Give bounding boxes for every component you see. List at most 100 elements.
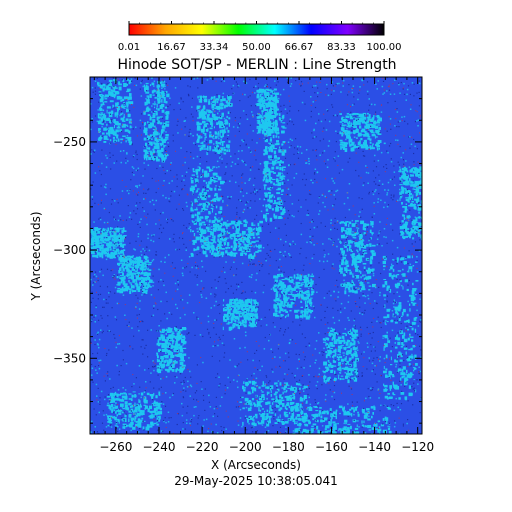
heatmap-cell: [271, 160, 275, 164]
heatmap-cell: [140, 266, 144, 271]
heatmap-cell: [217, 243, 222, 246]
heatmap-cell: [396, 259, 399, 263]
heatmap-cell: [113, 237, 115, 240]
heatmap-cell: [156, 395, 158, 399]
heatmap-cell: [383, 365, 385, 370]
heatmap-cell: [310, 281, 314, 285]
heatmap-cell: [268, 162, 273, 164]
heatmap-cell: [213, 179, 216, 182]
heatmap-cell: [182, 335, 186, 339]
heatmap-cell: [221, 342, 224, 344]
heatmap-cell: [106, 84, 109, 88]
heatmap-cell: [149, 94, 152, 98]
heatmap-cell: [371, 244, 376, 247]
heatmap-cell: [294, 309, 298, 313]
heatmap-cell: [203, 241, 206, 245]
heatmap-cell: [190, 177, 192, 180]
heatmap-cell: [304, 291, 308, 293]
heatmap-cell: [101, 124, 104, 126]
heatmap-cell: [405, 99, 407, 101]
heatmap-cell: [202, 106, 206, 110]
heatmap-cell: [103, 135, 108, 140]
heatmap-cell: [157, 149, 161, 153]
heatmap-cell: [227, 104, 231, 107]
heatmap-cell: [182, 347, 187, 349]
heatmap-cell: [349, 329, 351, 332]
heatmap-cell: [307, 429, 310, 433]
heatmap-cell: [414, 167, 417, 172]
heatmap-cell: [277, 399, 282, 403]
heatmap-cell: [226, 220, 229, 222]
heatmap-cell: [167, 329, 172, 332]
heatmap-cell: [143, 137, 147, 141]
heatmap-cell: [354, 329, 358, 333]
heatmap-cell: [242, 140, 244, 143]
heatmap-cell: [385, 283, 388, 286]
heatmap-cell: [330, 424, 332, 427]
heatmap-cell: [93, 249, 98, 253]
heatmap-cell: [274, 200, 276, 204]
heatmap-cell: [261, 100, 265, 103]
heatmap-cell: [323, 150, 326, 152]
heatmap-cell: [120, 288, 124, 291]
heatmap-cell: [334, 377, 336, 382]
heatmap-cell: [278, 304, 282, 307]
heatmap-cell: [403, 261, 407, 265]
heatmap-cell: [263, 214, 267, 219]
heatmap-cell: [207, 172, 210, 177]
heatmap-cell: [206, 153, 209, 155]
heatmap-cell: [286, 304, 290, 306]
heatmap-cell: [349, 373, 352, 375]
heatmap-cell: [199, 167, 201, 170]
heatmap-cell: [144, 87, 148, 91]
heatmap-cell: [122, 426, 126, 429]
heatmap-cell: [275, 204, 278, 208]
heatmap-cell: [401, 220, 404, 223]
heatmap-cell: [162, 139, 164, 142]
heatmap-cell: [212, 198, 216, 202]
heatmap-cell: [161, 361, 163, 363]
heatmap-cell: [97, 82, 99, 85]
heatmap-cell: [171, 369, 175, 372]
heatmap-cell: [355, 265, 359, 270]
heatmap-cell: [238, 235, 241, 237]
heatmap-cell: [369, 229, 372, 234]
heatmap-cell: [261, 391, 264, 393]
heatmap-cell: [411, 227, 415, 232]
heatmap-cell: [119, 244, 121, 246]
heatmap-cell: [114, 121, 119, 123]
heatmap-cell: [271, 402, 274, 405]
heatmap-cell: [401, 368, 404, 372]
heatmap-cell: [153, 400, 156, 404]
heatmap-cell: [98, 128, 101, 131]
heatmap-cell: [284, 414, 289, 418]
heatmap-cell: [145, 265, 147, 270]
heatmap-cell: [213, 95, 216, 99]
heatmap-cell: [273, 148, 277, 150]
heatmap-cell: [128, 257, 130, 261]
heatmap-cell: [311, 310, 313, 312]
heatmap-cell: [368, 268, 370, 271]
heatmap-cell: [279, 146, 281, 149]
heatmap-cell: [332, 359, 337, 363]
heatmap-cell: [342, 146, 346, 150]
heatmap-cell: [409, 235, 411, 239]
heatmap-cell: [333, 415, 337, 418]
heatmap-cell: [135, 306, 137, 308]
heatmap-cell: [202, 361, 204, 364]
heatmap-cell: [282, 391, 284, 395]
heatmap-cell: [397, 368, 402, 372]
heatmap-cell: [411, 327, 414, 331]
heatmap-cell: [417, 222, 421, 225]
heatmap-cell: [263, 161, 266, 164]
heatmap-cell: [235, 227, 238, 229]
heatmap-cell: [415, 217, 418, 222]
heatmap-cell: [328, 140, 331, 142]
heatmap-cell: [259, 123, 263, 127]
heatmap-cell: [179, 333, 183, 337]
heatmap-cell: [194, 178, 198, 181]
heatmap-cell: [117, 262, 121, 266]
heatmap-cell: [346, 244, 351, 246]
heatmap-cell: [139, 281, 142, 286]
heatmap-cell: [391, 275, 396, 277]
